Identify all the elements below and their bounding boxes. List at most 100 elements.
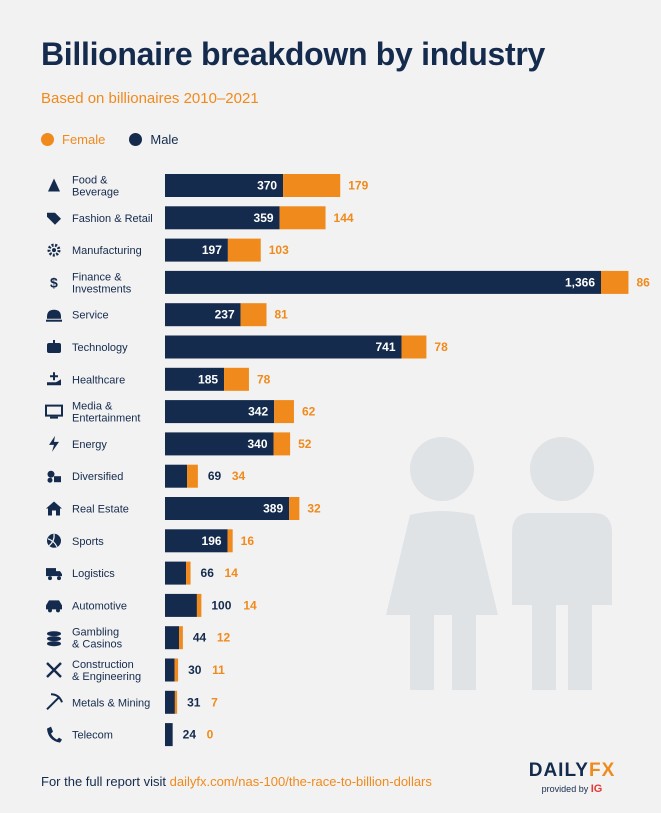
bar-male <box>165 238 228 262</box>
value-label-female: 14 <box>225 566 239 580</box>
value-label-female: 86 <box>636 275 650 289</box>
dailyfx-logo: DAILYFX provided by IG <box>522 760 622 795</box>
legend-label-female: Female <box>62 132 106 147</box>
pickaxe-icon <box>46 693 63 711</box>
bar-male <box>165 270 601 294</box>
bar-female <box>224 367 249 391</box>
category-label: & Casinos <box>72 639 123 651</box>
category-label: Automotive <box>72 600 127 612</box>
robot-icon <box>47 340 61 353</box>
value-label-male: 196 <box>202 534 222 548</box>
category-label: Entertainment <box>72 413 140 425</box>
legend-swatch-female <box>41 133 54 146</box>
value-label-male: 389 <box>263 502 283 516</box>
bar-male <box>165 626 180 650</box>
value-label-female: 32 <box>307 502 321 516</box>
bar-female <box>186 561 191 585</box>
value-label-female: 81 <box>274 308 288 322</box>
brand-name-part1: DAILY <box>528 760 589 781</box>
brand-name: DAILYFX <box>522 760 622 782</box>
chips-icon <box>47 631 61 647</box>
truck-icon <box>46 568 62 581</box>
bar-female <box>289 497 300 520</box>
service-bell-icon <box>46 309 62 322</box>
bar-female <box>179 626 183 650</box>
value-label-male: 359 <box>254 211 274 225</box>
bar-male <box>165 174 284 197</box>
tools-icon <box>46 662 62 678</box>
category-label: Logistics <box>72 568 115 580</box>
category-label: Diversified <box>72 471 123 483</box>
value-label-female: 34 <box>232 469 246 483</box>
category-label: Finance & <box>72 271 122 283</box>
category-label: Sports <box>72 536 104 548</box>
value-label-male: 31 <box>187 695 201 709</box>
svg-text:$: $ <box>50 274 58 290</box>
value-label-male: 197 <box>202 243 222 257</box>
bar-male <box>165 432 274 456</box>
category-label: Investments <box>72 283 132 295</box>
bar-male <box>165 464 188 488</box>
value-label-female: 16 <box>241 534 255 548</box>
male-silhouette-head <box>530 437 594 501</box>
bar-female <box>274 400 294 424</box>
bar-male <box>165 593 197 617</box>
bar-male <box>165 303 241 327</box>
value-label-male: 66 <box>201 566 215 580</box>
bar-female <box>174 690 178 714</box>
brand-provided-by-text: provided by <box>541 784 591 794</box>
bar-male <box>165 400 275 424</box>
category-label: Food & <box>72 175 108 187</box>
value-label-male: 185 <box>198 372 218 386</box>
bar-male <box>165 335 402 359</box>
category-label: & Engineering <box>72 671 141 683</box>
bar-male <box>165 690 175 714</box>
bar-female <box>227 238 261 262</box>
legend-item-male: Male <box>129 132 179 147</box>
value-label-female: 0 <box>207 728 214 742</box>
brand-provider: IG <box>590 783 603 795</box>
category-label: Telecom <box>72 730 113 742</box>
category-label: Construction <box>72 659 134 671</box>
category-label: Service <box>72 310 109 322</box>
bar-male <box>165 658 175 682</box>
value-label-male: 69 <box>208 469 222 483</box>
category-label: Manufacturing <box>72 245 142 257</box>
bar-female <box>240 303 267 327</box>
bar-female <box>279 206 326 230</box>
value-label-male: 1,366 <box>565 275 595 289</box>
female-silhouette-body <box>386 511 498 690</box>
value-label-female: 103 <box>269 243 289 257</box>
value-label-male: 342 <box>248 405 268 419</box>
category-label: Media & <box>72 401 113 413</box>
gear-icon <box>47 243 61 257</box>
value-label-female: 11 <box>212 663 225 677</box>
value-label-male: 237 <box>215 308 235 322</box>
value-label-female: 78 <box>257 372 271 386</box>
bar-female <box>196 593 202 617</box>
category-label: Metals & Mining <box>72 697 150 709</box>
bar-male <box>165 561 187 585</box>
bar-male <box>165 723 173 747</box>
bar-female <box>601 270 629 294</box>
bar-female <box>187 464 198 488</box>
value-label-male: 30 <box>188 663 202 677</box>
bar-female <box>401 335 427 359</box>
female-silhouette-head <box>410 437 474 501</box>
value-label-female: 144 <box>334 211 354 225</box>
car-icon <box>46 600 62 613</box>
bar-male <box>165 497 290 520</box>
lightning-icon <box>49 435 59 452</box>
volleyball-icon <box>47 533 61 548</box>
value-label-male: 741 <box>375 340 395 354</box>
footer-link[interactable]: dailyfx.com/nas-100/the-race-to-billion-… <box>169 774 432 789</box>
tag-icon <box>47 212 61 225</box>
male-silhouette-body <box>512 513 612 690</box>
monitor-icon <box>45 404 63 419</box>
bar-male <box>165 529 228 553</box>
value-label-male: 44 <box>193 631 207 645</box>
medical-hand-icon <box>47 372 61 386</box>
bar-chart: Food &Beverage 370 179 Fashion & Retail 359 1… <box>45 174 650 747</box>
bar-male <box>165 367 225 391</box>
category-label: Fashion & Retail <box>72 213 153 225</box>
